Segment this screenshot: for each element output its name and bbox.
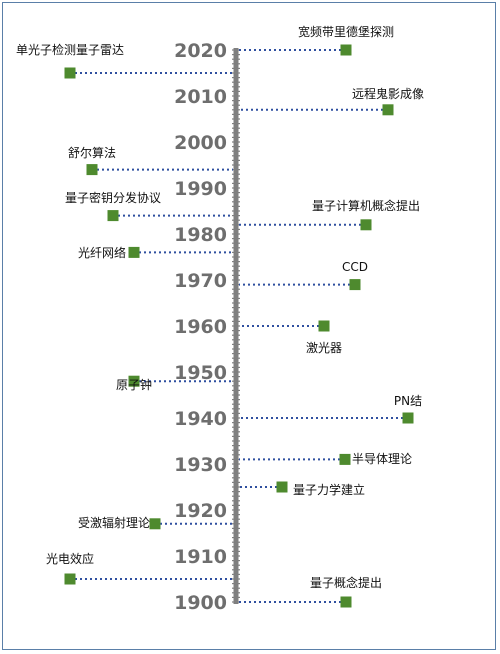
event-marker-14	[64, 67, 76, 79]
event-label-9: 光纤网络	[78, 245, 126, 260]
event-label-15: 宽频带里德堡探测	[298, 24, 394, 39]
event-marker-10	[360, 219, 372, 231]
year-label-1900: 1900	[174, 592, 227, 614]
event-label-0: 量子概念提出	[310, 575, 382, 590]
event-marker-9	[128, 246, 140, 258]
event-marker-0	[340, 596, 352, 608]
year-label-1960: 1960	[174, 316, 227, 338]
event-label-6: 原子钟	[116, 377, 152, 392]
event-marker-1	[64, 573, 76, 585]
event-marker-8	[349, 279, 361, 291]
event-marker-3	[276, 481, 288, 493]
year-label-1990: 1990	[174, 178, 227, 200]
year-label-1980: 1980	[174, 224, 227, 246]
event-label-5: PN结	[394, 394, 422, 408]
event-marker-4	[339, 453, 351, 465]
event-label-7: 激光器	[306, 341, 342, 355]
event-label-14: 单光子检测量子雷达	[16, 42, 124, 57]
event-marker-11	[107, 210, 119, 222]
event-label-13: 远程鬼影成像	[352, 86, 424, 101]
event-label-11: 量子密钥分发协议	[65, 190, 161, 205]
year-label-1920: 1920	[174, 500, 227, 522]
year-label-2020: 2020	[174, 40, 227, 62]
event-label-12: 舒尔算法	[68, 145, 116, 160]
event-marker-5	[402, 412, 414, 424]
event-marker-2	[149, 518, 161, 530]
event-label-3: 量子力学建立	[293, 482, 365, 497]
event-marker-12	[86, 164, 98, 176]
event-label-8: CCD	[342, 260, 368, 274]
event-marker-13	[382, 104, 394, 116]
year-label-2000: 2000	[174, 132, 227, 154]
year-label-1910: 1910	[174, 546, 227, 568]
event-label-4: 半导体理论	[352, 452, 412, 466]
event-marker-15	[340, 44, 352, 56]
year-label-1930: 1930	[174, 454, 227, 476]
year-label-1940: 1940	[174, 408, 227, 430]
event-label-10: 量子计算机概念提出	[312, 198, 420, 213]
event-label-2: 受激辐射理论	[78, 515, 150, 530]
year-label-1950: 1950	[174, 362, 227, 384]
figure-border	[2, 2, 496, 650]
event-marker-7	[318, 320, 330, 332]
year-label-2010: 2010	[174, 86, 227, 108]
event-marker-6	[128, 375, 140, 387]
event-label-1: 光电效应	[46, 551, 94, 566]
year-label-1970: 1970	[174, 270, 227, 292]
